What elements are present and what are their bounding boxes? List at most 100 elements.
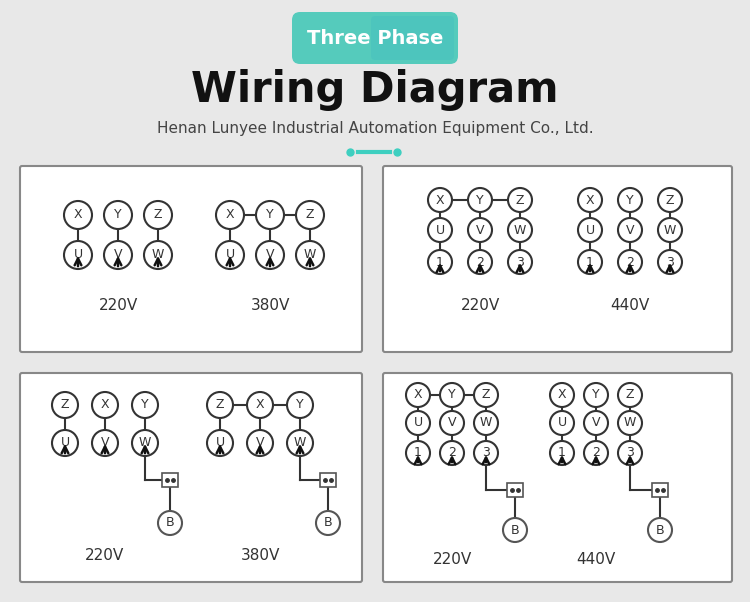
Text: Y: Y <box>266 208 274 222</box>
Text: 220V: 220V <box>432 553 472 568</box>
Text: 1: 1 <box>558 447 566 459</box>
Circle shape <box>440 411 464 435</box>
Text: W: W <box>294 436 306 450</box>
Text: B: B <box>511 524 519 536</box>
Text: 2: 2 <box>448 447 456 459</box>
Text: V: V <box>256 436 264 450</box>
Text: V: V <box>266 249 274 261</box>
Text: Z: Z <box>626 388 634 402</box>
Text: W: W <box>664 223 676 237</box>
Text: X: X <box>586 193 594 206</box>
Text: X: X <box>100 399 109 412</box>
Circle shape <box>618 441 642 465</box>
Text: Three Phase: Three Phase <box>307 28 443 48</box>
Text: B: B <box>324 517 332 530</box>
Circle shape <box>468 218 492 242</box>
Circle shape <box>92 430 118 456</box>
Circle shape <box>468 250 492 274</box>
Text: 3: 3 <box>666 255 674 268</box>
Text: U: U <box>557 417 566 429</box>
Circle shape <box>287 430 313 456</box>
Circle shape <box>474 383 498 407</box>
Circle shape <box>256 201 284 229</box>
Circle shape <box>247 392 273 418</box>
Circle shape <box>144 201 172 229</box>
Text: U: U <box>586 223 595 237</box>
Text: 220V: 220V <box>460 297 500 312</box>
Text: 380V: 380V <box>251 297 290 312</box>
Text: V: V <box>100 436 109 450</box>
Text: 220V: 220V <box>98 297 138 312</box>
Text: X: X <box>256 399 264 412</box>
Text: Z: Z <box>666 193 674 206</box>
Text: W: W <box>139 436 152 450</box>
Text: B: B <box>166 517 174 530</box>
Circle shape <box>474 441 498 465</box>
Text: Z: Z <box>216 399 224 412</box>
Circle shape <box>406 441 430 465</box>
Bar <box>320 473 336 487</box>
Text: W: W <box>480 417 492 429</box>
Circle shape <box>578 250 602 274</box>
Text: Y: Y <box>141 399 148 412</box>
FancyBboxPatch shape <box>20 166 362 352</box>
Bar <box>507 483 523 497</box>
Text: 440V: 440V <box>610 297 650 312</box>
Text: Z: Z <box>482 388 490 402</box>
Text: B: B <box>656 524 664 536</box>
Circle shape <box>247 430 273 456</box>
Circle shape <box>52 392 78 418</box>
Circle shape <box>216 201 244 229</box>
Text: U: U <box>215 436 224 450</box>
Circle shape <box>132 392 158 418</box>
Text: V: V <box>592 417 600 429</box>
Circle shape <box>406 383 430 407</box>
Circle shape <box>618 188 642 212</box>
Text: 2: 2 <box>626 255 634 268</box>
Text: 440V: 440V <box>576 553 616 568</box>
Circle shape <box>428 218 452 242</box>
Circle shape <box>64 241 92 269</box>
Text: Y: Y <box>476 193 484 206</box>
Circle shape <box>440 441 464 465</box>
Circle shape <box>508 218 532 242</box>
Circle shape <box>584 383 608 407</box>
Text: V: V <box>448 417 456 429</box>
Text: 3: 3 <box>626 447 634 459</box>
Circle shape <box>578 218 602 242</box>
Circle shape <box>584 441 608 465</box>
Text: U: U <box>61 436 70 450</box>
Circle shape <box>64 201 92 229</box>
Circle shape <box>144 241 172 269</box>
Text: V: V <box>476 223 484 237</box>
Circle shape <box>658 188 682 212</box>
Circle shape <box>550 383 574 407</box>
Circle shape <box>104 241 132 269</box>
Text: W: W <box>624 417 636 429</box>
Circle shape <box>550 411 574 435</box>
Text: Wiring Diagram: Wiring Diagram <box>191 69 559 111</box>
Text: V: V <box>114 249 122 261</box>
Text: W: W <box>152 249 164 261</box>
Circle shape <box>508 250 532 274</box>
Text: V: V <box>626 223 634 237</box>
Circle shape <box>468 188 492 212</box>
Circle shape <box>316 511 340 535</box>
Circle shape <box>658 250 682 274</box>
Text: 1: 1 <box>414 447 422 459</box>
Text: U: U <box>413 417 422 429</box>
Circle shape <box>474 411 498 435</box>
Text: X: X <box>226 208 234 222</box>
Circle shape <box>287 392 313 418</box>
Circle shape <box>578 188 602 212</box>
FancyBboxPatch shape <box>20 373 362 582</box>
Circle shape <box>440 383 464 407</box>
Circle shape <box>406 411 430 435</box>
Circle shape <box>618 218 642 242</box>
Text: 3: 3 <box>482 447 490 459</box>
Text: W: W <box>304 249 316 261</box>
Circle shape <box>618 383 642 407</box>
Circle shape <box>503 518 527 542</box>
Text: U: U <box>436 223 445 237</box>
Text: X: X <box>74 208 82 222</box>
